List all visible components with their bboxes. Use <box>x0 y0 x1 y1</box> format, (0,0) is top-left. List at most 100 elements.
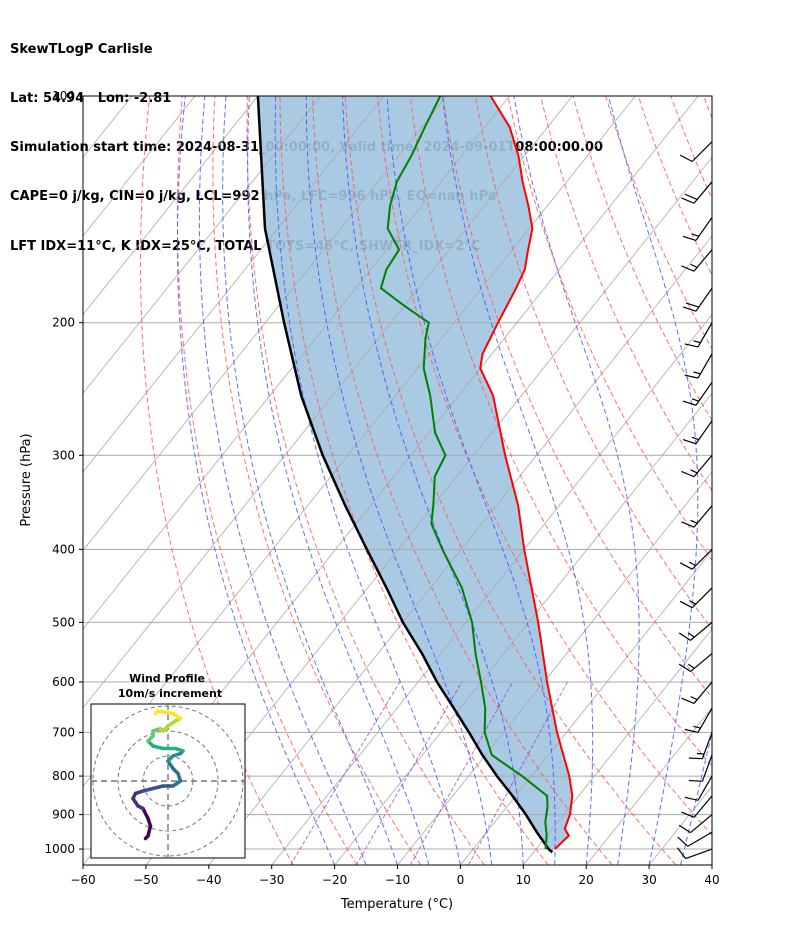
background-lines <box>0 96 794 865</box>
cape-shaded-area <box>257 96 573 853</box>
x-tick-label: 30 <box>641 873 656 887</box>
title-line-1: SkewTLogP Carlisle <box>10 41 153 57</box>
dry-adiabat <box>572 96 712 422</box>
y-tick-label: 500 <box>52 615 75 629</box>
x-tick-label: −20 <box>322 873 347 887</box>
wind-barb <box>681 454 713 478</box>
isotherm <box>0 96 69 865</box>
dry-adiabat <box>377 96 712 836</box>
isotherm <box>145 156 712 865</box>
dry-adiabat <box>140 96 294 865</box>
moist-adiabat <box>305 96 493 865</box>
dry-adiabat <box>703 96 712 120</box>
wind-barb <box>684 353 713 379</box>
isotherm <box>334 392 712 865</box>
wind-barb <box>678 814 713 834</box>
hodograph-subtitle: 10m/s increment <box>118 687 222 700</box>
profile-lines <box>256 96 574 854</box>
wind-barb <box>678 621 713 641</box>
isotherm <box>83 96 196 237</box>
hodograph-segment <box>153 709 160 716</box>
moist-adiabat <box>342 96 524 865</box>
isotherm <box>83 96 447 552</box>
axes: −60 −50 −40 −30 −20 −10 0 10 20 30 40 1000 900 800 700… <box>44 89 719 887</box>
isotherm <box>83 96 385 473</box>
isotherm <box>460 549 712 865</box>
dry-adiabat <box>475 96 712 630</box>
parcel-profile-line <box>256 96 554 854</box>
dry-adiabat <box>409 96 712 767</box>
moist-adiabat <box>680 729 712 865</box>
x-tick-label: 0 <box>457 873 465 887</box>
wind-barb <box>679 548 713 570</box>
moist-adiabat <box>607 96 699 865</box>
wind-barb <box>678 653 713 673</box>
wind-barb <box>684 707 713 733</box>
y-tick-label: 400 <box>52 542 75 556</box>
dry-adiabat <box>507 96 712 561</box>
isotherm <box>83 96 259 316</box>
hodograph-segment <box>156 709 175 716</box>
wind-barb <box>682 287 713 312</box>
moist-adiabat <box>222 96 398 865</box>
wind-barb <box>679 587 713 609</box>
wind-barb <box>684 322 713 348</box>
moist-adiabat <box>711 862 712 865</box>
wind-barb <box>681 505 713 528</box>
wind-barb <box>682 420 713 445</box>
cin-cape-fill <box>257 96 573 853</box>
hodograph-plot <box>91 704 245 858</box>
wind-barb <box>679 141 713 163</box>
mixing-ratio-line <box>409 681 514 865</box>
wind-barb <box>677 847 713 860</box>
x-tick-label: −60 <box>70 873 95 887</box>
y-tick-label: 600 <box>52 675 75 689</box>
isotherm <box>585 707 712 865</box>
dry-adiabat <box>540 96 712 492</box>
dry-adiabat <box>637 96 712 277</box>
dry-adiabat <box>279 96 549 865</box>
y-tick-label: 200 <box>52 316 75 330</box>
wind-barb <box>688 754 713 782</box>
wind-barbs <box>677 141 713 860</box>
isotherm <box>83 96 573 709</box>
y-axis-label: Pressure (hPa) <box>19 433 34 526</box>
moist-adiabat <box>386 96 556 865</box>
isotherm <box>83 96 510 630</box>
mixing-ratio-line <box>468 681 568 865</box>
dry-adiabat <box>736 96 794 865</box>
dry-adiabat <box>246 96 485 865</box>
dewpoint-line <box>379 96 549 850</box>
moist-adiabat <box>176 96 336 865</box>
isotherm <box>648 785 712 865</box>
y-tick-label: 300 <box>52 448 75 462</box>
x-tick-label: 20 <box>579 873 594 887</box>
y-tick-label: 100 <box>52 89 75 103</box>
x-tick-label: 40 <box>704 873 719 887</box>
isotherm <box>711 864 712 865</box>
title-line-2: Lat: 54.94 Lon: -2.81 <box>10 91 172 107</box>
wind-barb <box>681 249 713 272</box>
y-tick-label: 700 <box>52 725 75 739</box>
wind-barb <box>677 831 713 847</box>
moist-adiabat <box>247 96 430 865</box>
wind-barb <box>681 181 713 204</box>
mixing-ratio-line <box>290 681 401 865</box>
hodograph-title: Wind Profile <box>129 672 205 685</box>
dry-adiabat <box>605 96 712 350</box>
wind-barb <box>688 732 713 760</box>
y-tick-label: 800 <box>52 769 75 783</box>
temperature-line <box>479 96 574 850</box>
x-tick-label: −30 <box>259 873 284 887</box>
x-tick-label: 10 <box>516 873 531 887</box>
isotherm <box>271 313 712 865</box>
isotherm <box>83 96 322 394</box>
x-tick-label: −50 <box>133 873 158 887</box>
x-tick-label: −40 <box>196 873 221 887</box>
dry-adiabat <box>670 96 712 200</box>
dry-adiabat <box>344 96 677 865</box>
dry-adiabat <box>312 96 613 865</box>
y-tick-label: 900 <box>52 808 75 822</box>
dry-adiabat <box>442 96 712 699</box>
